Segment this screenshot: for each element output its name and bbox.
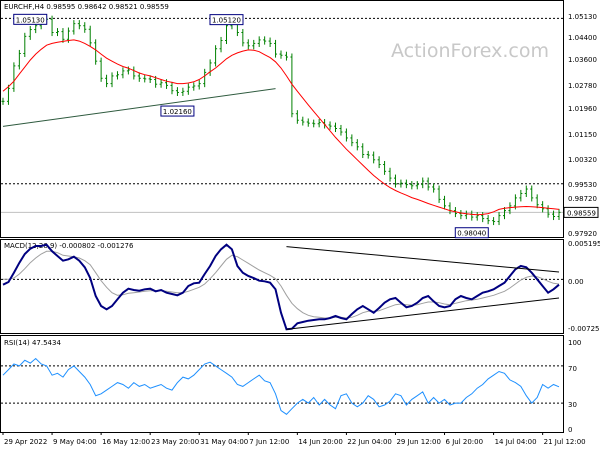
moving-average-line bbox=[2, 39, 560, 216]
macd-signal-line bbox=[3, 250, 560, 319]
price-annotation-label: 1.05130 bbox=[16, 16, 45, 24]
x-axis-label: 14 Jul 04:00 bbox=[495, 438, 537, 446]
x-axis-label: 22 Jun 04:00 bbox=[347, 438, 391, 446]
x-axis-label: 23 May 20:00 bbox=[151, 438, 199, 446]
rsi-tick: 0 bbox=[568, 426, 572, 434]
price-annotation-box bbox=[209, 14, 244, 26]
x-axis-label: 9 May 04:00 bbox=[53, 438, 97, 446]
macd-tick: -0.007259 bbox=[568, 325, 600, 333]
price-tick: 1.03600 bbox=[568, 56, 597, 64]
price-annotation-label: 1.02160 bbox=[163, 108, 192, 116]
current-price-label: 0.98559 bbox=[567, 209, 596, 217]
macd-tick: 0.00 bbox=[568, 278, 584, 286]
price-panel-title: EURCHF,H4 0.98595 0.98642 0.98521 0.9855… bbox=[4, 3, 169, 11]
price-panel-frame bbox=[0, 0, 564, 238]
x-axis-label: 16 May 12:00 bbox=[102, 438, 150, 446]
price-y-axis: 1.05130 1.04400 1.03600 1.02780 1.01960 … bbox=[568, 13, 597, 238]
x-axis-label: 7 Jun 12:00 bbox=[249, 438, 289, 446]
watermark: ActionForex.com bbox=[391, 40, 549, 62]
macd-tick: 0.005195 bbox=[568, 240, 600, 248]
price-tick: 0.99530 bbox=[568, 181, 597, 189]
price-tick: 0.97920 bbox=[568, 230, 597, 238]
rsi-tick: 100 bbox=[568, 339, 581, 347]
price-tick: 1.04400 bbox=[568, 34, 597, 42]
price-annotation-label: 1.05120 bbox=[212, 17, 241, 25]
price-trendline bbox=[2, 88, 276, 127]
price-tick: 1.02780 bbox=[568, 82, 597, 90]
x-axis-label: 29 Apr 2022 bbox=[4, 438, 47, 446]
rsi-panel-frame bbox=[0, 335, 564, 433]
price-annotation-box bbox=[13, 13, 48, 25]
x-axis-label: 14 Jun 20:00 bbox=[298, 438, 342, 446]
current-price-tag: 0.98559 bbox=[563, 206, 599, 218]
rsi-y-axis: 100 70 30 0 bbox=[568, 339, 581, 434]
price-tick: 1.01150 bbox=[568, 131, 597, 139]
rsi-line bbox=[2, 357, 560, 415]
rsi-panel-title: RSI(14) 47.5434 bbox=[4, 339, 61, 347]
price-tick: 1.01960 bbox=[568, 105, 597, 113]
price-annotation-label: 0.98040 bbox=[457, 230, 486, 238]
macd-trendline bbox=[286, 246, 560, 273]
rsi-tick: 70 bbox=[568, 365, 577, 373]
current-price-tag-box bbox=[563, 206, 599, 218]
chart-marks: 1.05130 1.05120 1.02160 0.98040 bbox=[1, 13, 563, 415]
x-axis-label: 6 Jul 20:00 bbox=[446, 438, 484, 446]
price-tick: 1.05130 bbox=[568, 13, 597, 21]
price-tick: 1.00320 bbox=[568, 156, 597, 164]
macd-y-axis: 0.005195 0.00 -0.007259 bbox=[568, 240, 600, 333]
macd-trendline bbox=[286, 297, 560, 330]
price-annotation-box bbox=[454, 227, 489, 239]
macd-panel-title: MACD(12,26,9) -0.000802 -0.001276 bbox=[4, 242, 134, 250]
price-annotation-box bbox=[160, 105, 195, 117]
macd-line bbox=[2, 243, 560, 331]
x-axis: 29 Apr 2022 9 May 04:00 16 May 12:00 23 May… bbox=[2, 432, 586, 446]
x-axis-label: 31 May 04:00 bbox=[200, 438, 248, 446]
rsi-tick: 30 bbox=[568, 401, 577, 409]
macd-panel-frame bbox=[0, 239, 564, 334]
price-tick: 0.98720 bbox=[568, 195, 597, 203]
x-axis-label: 29 Jun 12:00 bbox=[396, 438, 440, 446]
x-axis-label: 21 Jul 12:00 bbox=[544, 438, 586, 446]
